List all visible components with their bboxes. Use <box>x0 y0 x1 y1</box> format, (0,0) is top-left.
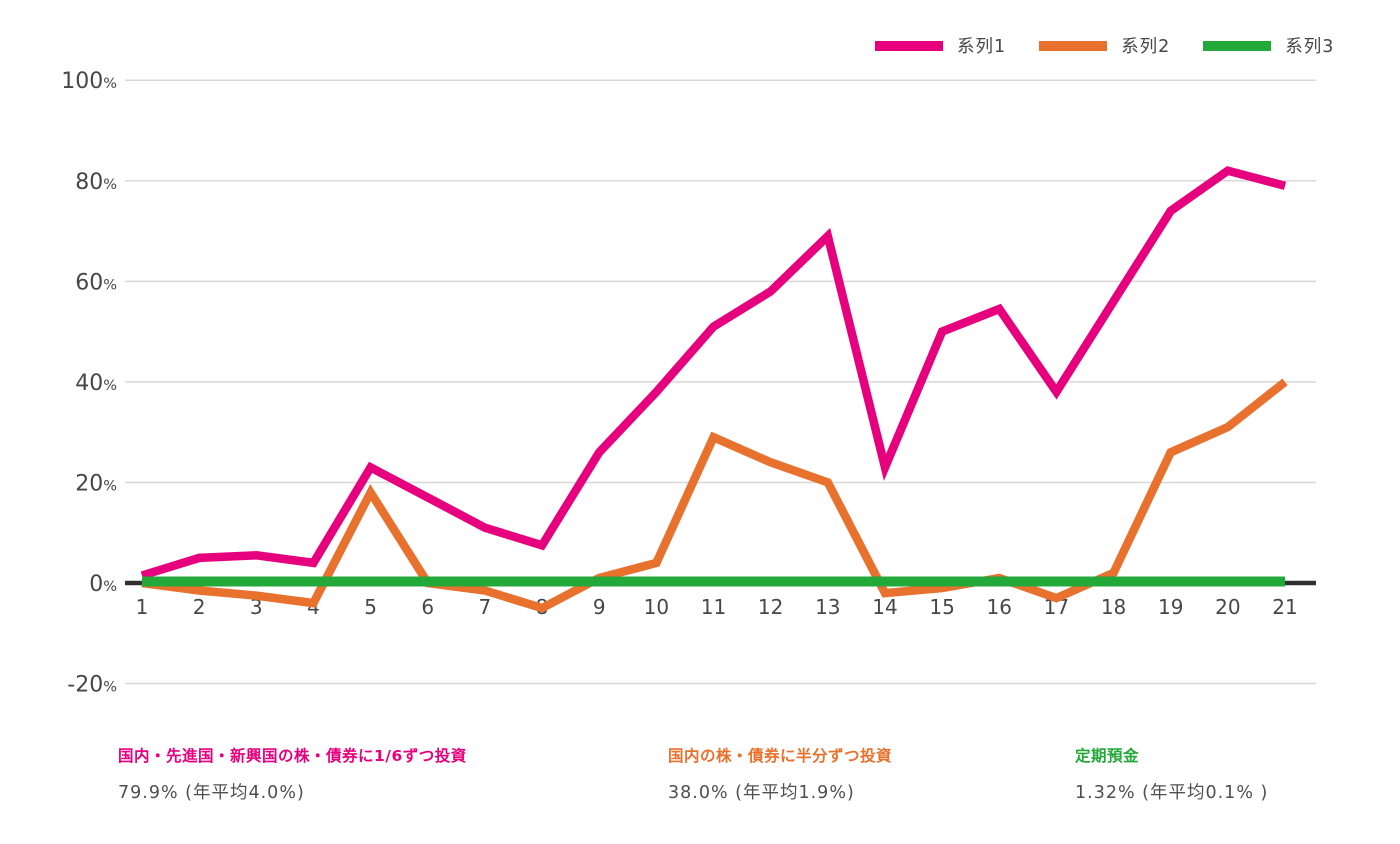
annotation-title: 国内の株・債券に半分ずつ投資 <box>668 747 893 765</box>
annotation-title: 定期預金 <box>1075 747 1140 765</box>
legend-item-series2: 系列2 <box>1039 33 1170 58</box>
y-tick-label: 60% <box>75 270 117 295</box>
strategy-annotation-domestic-foreign-mix: 国内・先進国・新興国の株・債券に1/6ずつ投資 79.9% (年平均4.0%) <box>118 744 467 804</box>
legend-label-series3: 系列3 <box>1285 37 1335 57</box>
annotation-value: 38.0% (年平均1.9%) <box>668 783 855 803</box>
x-tick-label: 10 <box>644 595 669 619</box>
x-tick-label: 18 <box>1101 595 1126 619</box>
strategy-annotation-domestic-half: 国内の株・債券に半分ずつ投資 38.0% (年平均1.9%) <box>668 744 892 804</box>
y-tick-label: 0% <box>89 572 117 597</box>
y-tick-label: 40% <box>75 371 117 396</box>
series-line-系列1 <box>140 166 1287 580</box>
series1-swatch-icon <box>875 40 943 51</box>
y-tick-label: 20% <box>75 471 117 496</box>
x-tick-label: 21 <box>1272 595 1297 619</box>
series2-swatch-icon <box>1039 40 1108 51</box>
legend-item-series1: 系列1 <box>875 33 1006 58</box>
legend: 系列1 系列2 系列3 <box>875 33 1334 58</box>
x-tick-label: 9 <box>593 595 606 619</box>
x-tick-label: 12 <box>758 595 783 619</box>
series-line-系列2 <box>141 378 1288 613</box>
x-tick-label: 5 <box>364 595 377 619</box>
annotation-value: 1.32% (年平均0.1% ) <box>1075 783 1269 803</box>
y-tick-label: -20% <box>67 673 117 698</box>
line-chart: 100%80%60%40%20%0%-20%1 2 3 4 5 6 7 8 9 10 11 12 13 1… <box>61 69 1316 698</box>
x-tick-label: 19 <box>1158 595 1183 619</box>
x-tick-label: 1 <box>136 595 149 619</box>
x-tick-label: 3 <box>250 595 263 619</box>
series3-swatch-icon <box>1203 40 1272 51</box>
y-tick-label: 80% <box>75 170 117 195</box>
strategy-annotation-time-deposit: 定期預金 1.32% (年平均0.1% ) <box>1075 744 1268 804</box>
legend-label-series1: 系列1 <box>957 37 1007 57</box>
x-tick-label: 11 <box>701 595 726 619</box>
x-tick-label: 15 <box>929 595 954 619</box>
x-tick-label: 13 <box>815 595 840 619</box>
legend-label-series2: 系列2 <box>1121 37 1171 57</box>
x-tick-label: 20 <box>1215 595 1240 619</box>
x-tick-label: 14 <box>872 595 897 619</box>
x-tick-label: 6 <box>421 595 434 619</box>
annotation-value: 79.9% (年平均4.0%) <box>118 783 305 803</box>
x-tick-label: 7 <box>479 595 492 619</box>
legend-item-series3: 系列3 <box>1203 33 1334 58</box>
x-tick-label: 2 <box>193 595 206 619</box>
y-tick-label: 100% <box>61 69 117 94</box>
annotation-title: 国内・先進国・新興国の株・債券に1/6ずつ投資 <box>118 747 467 765</box>
x-tick-label: 16 <box>987 595 1012 619</box>
